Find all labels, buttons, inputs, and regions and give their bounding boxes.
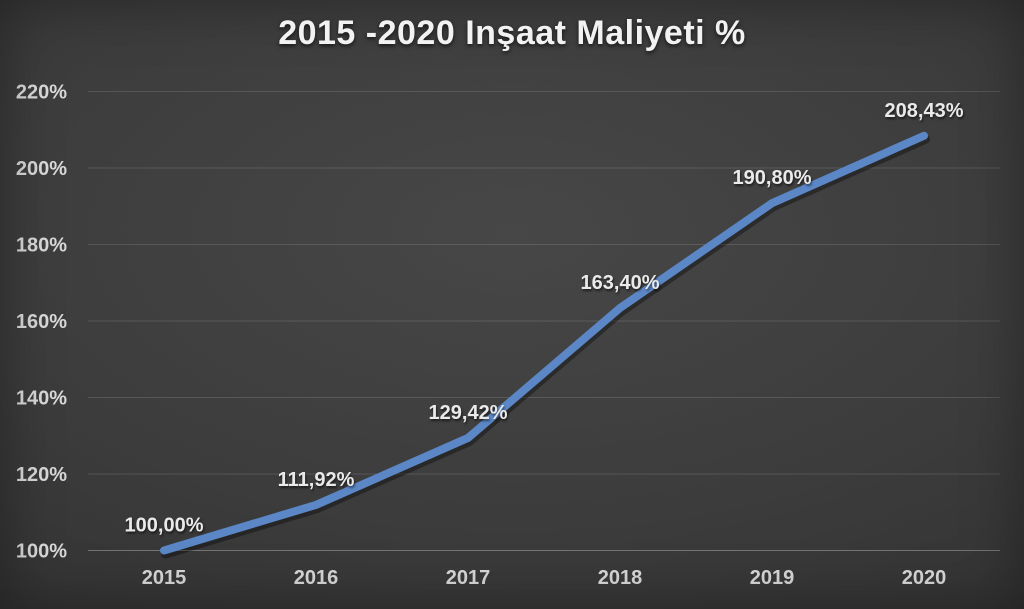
data-label: 190,80% xyxy=(733,167,812,189)
x-tick-label: 2016 xyxy=(294,567,339,589)
x-tick-label: 2020 xyxy=(902,567,947,589)
y-tick-label: 140% xyxy=(16,388,67,410)
y-tick-label: 220% xyxy=(16,82,67,104)
y-tick-label: 160% xyxy=(16,311,67,333)
data-label: 129,42% xyxy=(429,402,508,424)
x-tick-label: 2019 xyxy=(750,567,795,589)
series-shadow xyxy=(161,134,930,559)
y-tick-label: 120% xyxy=(16,464,67,486)
x-tick-label: 2018 xyxy=(598,567,643,589)
data-label: 100,00% xyxy=(125,515,204,537)
data-labels-group: 100,00% 111,92% 129,42% 163,40% 190,80% 208,4… xyxy=(125,100,964,537)
y-axis-labels-group: 100% 120% 140% 160% 180% 200% 220% xyxy=(16,82,67,563)
y-tick-label: 100% xyxy=(16,541,67,563)
x-tick-label: 2017 xyxy=(446,567,491,589)
data-label: 163,40% xyxy=(581,272,660,294)
y-tick-label: 180% xyxy=(16,235,67,257)
x-tick-label: 2015 xyxy=(142,567,187,589)
gridlines-group xyxy=(88,91,1000,551)
data-label: 111,92% xyxy=(278,469,355,491)
chart-title: 2015 -2020 Inşaat Maliyeti % xyxy=(278,14,746,52)
cost-index-series xyxy=(160,131,928,555)
x-axis-labels-group: 2015 2016 2017 2018 2019 2020 xyxy=(142,567,947,589)
data-label: 208,43% xyxy=(885,100,964,122)
y-tick-label: 200% xyxy=(16,158,67,180)
